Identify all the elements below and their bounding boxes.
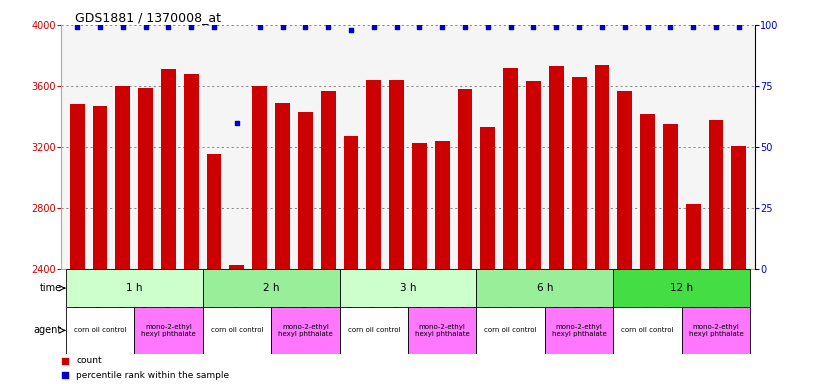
Bar xyxy=(339,269,477,307)
Bar xyxy=(202,269,339,307)
Bar xyxy=(572,77,587,269)
Bar xyxy=(389,80,404,269)
Bar xyxy=(477,307,545,354)
Bar xyxy=(640,114,655,269)
Point xyxy=(71,24,84,30)
Point xyxy=(94,24,107,30)
Text: count: count xyxy=(77,356,102,366)
Text: corn oil control: corn oil control xyxy=(348,328,400,333)
Text: mono-2-ethyl
hexyl phthalate: mono-2-ethyl hexyl phthalate xyxy=(278,324,333,337)
Point xyxy=(641,24,654,30)
Bar xyxy=(184,74,198,269)
Point xyxy=(116,24,129,30)
Point xyxy=(527,24,540,30)
Text: mono-2-ethyl
hexyl phthalate: mono-2-ethyl hexyl phthalate xyxy=(552,324,606,337)
Bar xyxy=(595,65,610,269)
Text: corn oil control: corn oil control xyxy=(621,328,674,333)
Bar xyxy=(458,89,472,269)
Bar xyxy=(435,141,450,269)
Bar xyxy=(252,86,267,269)
Point xyxy=(58,358,71,364)
Bar xyxy=(202,307,271,354)
Bar xyxy=(708,120,724,269)
Bar xyxy=(663,124,678,269)
Bar xyxy=(731,146,747,269)
Point xyxy=(550,24,563,30)
Bar xyxy=(344,136,358,269)
Bar xyxy=(481,127,495,269)
Bar xyxy=(685,204,701,269)
Point xyxy=(230,120,243,126)
Point xyxy=(664,24,677,30)
Bar xyxy=(618,91,632,269)
Point xyxy=(709,24,722,30)
Point xyxy=(504,24,517,30)
Bar xyxy=(412,142,427,269)
Text: 6 h: 6 h xyxy=(537,283,553,293)
Bar xyxy=(545,307,614,354)
Bar xyxy=(366,80,381,269)
Bar xyxy=(682,307,750,354)
Text: mono-2-ethyl
hexyl phthalate: mono-2-ethyl hexyl phthalate xyxy=(415,324,469,337)
Text: 2 h: 2 h xyxy=(263,283,279,293)
Text: GDS1881 / 1370008_at: GDS1881 / 1370008_at xyxy=(75,11,221,24)
Bar xyxy=(549,66,564,269)
Bar xyxy=(321,91,335,269)
Point xyxy=(58,372,71,378)
Text: time: time xyxy=(39,283,61,293)
Text: agent: agent xyxy=(33,325,61,335)
Bar xyxy=(92,106,108,269)
Text: corn oil control: corn oil control xyxy=(73,328,126,333)
Bar xyxy=(477,269,614,307)
Point xyxy=(344,27,357,33)
Point xyxy=(139,24,152,30)
Bar xyxy=(526,81,541,269)
Point xyxy=(162,24,175,30)
Text: mono-2-ethyl
hexyl phthalate: mono-2-ethyl hexyl phthalate xyxy=(689,324,743,337)
Bar xyxy=(66,307,134,354)
Point xyxy=(390,24,403,30)
Bar xyxy=(66,269,202,307)
Text: 12 h: 12 h xyxy=(670,283,694,293)
Bar xyxy=(134,307,202,354)
Point xyxy=(413,24,426,30)
Bar xyxy=(275,103,290,269)
Bar xyxy=(206,154,221,269)
Point xyxy=(367,24,380,30)
Point xyxy=(436,24,449,30)
Point xyxy=(322,24,335,30)
Bar xyxy=(614,269,750,307)
Point xyxy=(276,24,289,30)
Point xyxy=(481,24,494,30)
Bar xyxy=(229,265,244,269)
Point xyxy=(619,24,632,30)
Point xyxy=(299,24,312,30)
Point xyxy=(732,24,745,30)
Text: corn oil control: corn oil control xyxy=(211,328,263,333)
Text: corn oil control: corn oil control xyxy=(485,328,537,333)
Text: mono-2-ethyl
hexyl phthalate: mono-2-ethyl hexyl phthalate xyxy=(141,324,196,337)
Bar xyxy=(138,88,153,269)
Point xyxy=(459,24,472,30)
Text: 3 h: 3 h xyxy=(400,283,416,293)
Bar xyxy=(614,307,682,354)
Point xyxy=(573,24,586,30)
Bar xyxy=(339,307,408,354)
Point xyxy=(596,24,609,30)
Bar xyxy=(503,68,518,269)
Bar xyxy=(69,104,85,269)
Text: 1 h: 1 h xyxy=(126,283,143,293)
Point xyxy=(207,24,220,30)
Bar xyxy=(271,307,339,354)
Point xyxy=(687,24,700,30)
Bar xyxy=(115,86,131,269)
Bar xyxy=(298,112,313,269)
Point xyxy=(184,24,197,30)
Point xyxy=(253,24,266,30)
Bar xyxy=(408,307,477,354)
Bar xyxy=(161,69,176,269)
Text: percentile rank within the sample: percentile rank within the sample xyxy=(77,371,229,379)
